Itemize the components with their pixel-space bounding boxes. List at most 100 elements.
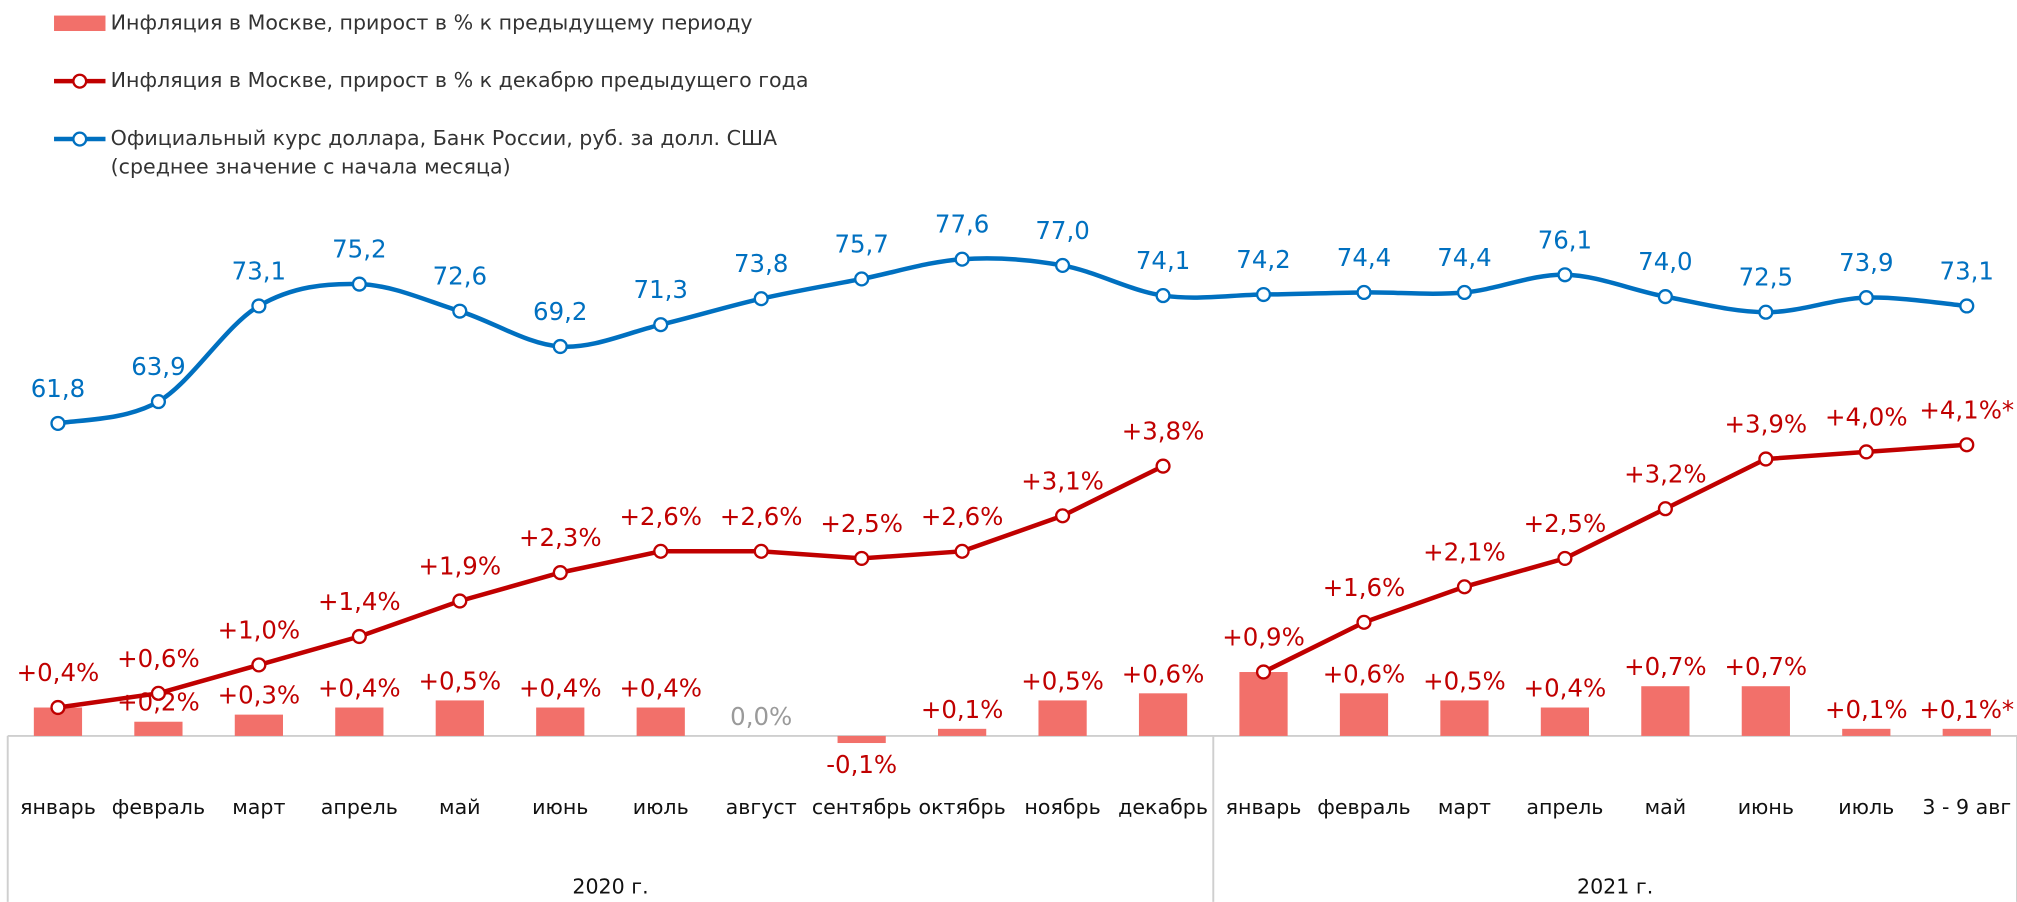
line (57, 256, 1967, 426)
bar-value-label: +0,6% (1323, 659, 1406, 688)
marker (954, 251, 970, 267)
x-tick-label: ноябрь (1024, 795, 1100, 819)
line-value-label: +2,6% (619, 502, 702, 531)
line-value-label: +1,9% (419, 552, 502, 581)
marker (1959, 437, 1975, 453)
marker (351, 276, 367, 292)
legend-swatch (54, 15, 106, 32)
marker (1858, 290, 1874, 306)
line-value-label: 73,1 (232, 257, 286, 286)
legend-label-line: (среднее значение с начала месяца) (111, 154, 511, 178)
bar (1038, 700, 1087, 736)
line-value-label: +0,6% (117, 644, 200, 673)
line-value-label: 76,1 (1538, 225, 1592, 254)
bar-value-label: +0,4% (519, 674, 602, 703)
x-tick-label: декабрь (1118, 795, 1208, 819)
marker (653, 543, 669, 559)
line-value-label: 74,2 (1236, 245, 1290, 274)
bar-value-label: +0,4% (318, 674, 401, 703)
marker (251, 657, 267, 673)
x-tick-label: август (726, 795, 797, 819)
marker (1959, 298, 1975, 314)
x-tick-label: апрель (1526, 795, 1603, 819)
bar (1641, 686, 1690, 736)
marker (1657, 501, 1673, 517)
x-tick-label: май (439, 795, 481, 819)
marker (1657, 289, 1673, 305)
marker (1858, 444, 1874, 460)
bar-value-label: +0,4% (619, 674, 702, 703)
marker (854, 271, 870, 287)
marker (1055, 257, 1071, 274)
x-tick-label: февраль (112, 795, 205, 819)
line-value-label: +3,8% (1122, 417, 1205, 446)
bar (1138, 693, 1188, 736)
bar (1239, 672, 1288, 736)
marker (1758, 304, 1774, 320)
line-value-label: 77,0 (1035, 216, 1089, 245)
bar (1942, 728, 1991, 736)
bar-value-label: +0,5% (1021, 666, 1104, 695)
line-value-label: +2,1% (1423, 537, 1506, 566)
legend-swatch (72, 73, 88, 89)
line-value-label: +0,9% (1222, 623, 1305, 652)
marker (854, 550, 870, 566)
marker (50, 699, 66, 716)
legend-label: Официальный курс доллара, Банк России, р… (111, 126, 777, 178)
line-value-label: +3,9% (1725, 410, 1808, 439)
line-value-label: 73,1 (1940, 257, 1994, 286)
marker (753, 543, 769, 559)
x-tick-label: февраль (1317, 795, 1410, 819)
marker (150, 685, 167, 701)
line-value-label: 77,6 (935, 210, 989, 239)
line-value-label: +2,5% (1524, 509, 1607, 538)
line-value-label: 72,5 (1739, 263, 1793, 292)
marker (954, 543, 970, 559)
line-value-label: +2,3% (519, 523, 602, 552)
marker (1055, 508, 1071, 524)
bar-value-label: +0,7% (1725, 652, 1808, 681)
x-tick-label: 3 - 9 авг (1922, 795, 2011, 819)
line-value-label: 75,7 (834, 229, 888, 258)
line-value-label: 75,2 (332, 235, 386, 264)
bar (938, 728, 987, 736)
line-value-label: +1,4% (318, 587, 401, 616)
line-value-label: +2,6% (921, 502, 1004, 531)
x-tick-label: октябрь (918, 795, 1005, 819)
bar (134, 721, 183, 736)
marker (653, 317, 669, 333)
bar (1339, 693, 1389, 736)
line-value-label: +2,6% (720, 502, 803, 531)
line (57, 464, 1165, 710)
x-tick-label: январь (20, 795, 96, 819)
x-tick-label: июнь (1738, 795, 1794, 819)
line-value-label: 72,6 (433, 262, 487, 291)
bar (1540, 707, 1590, 736)
legend-label-line: Официальный курс доллара, Банк России, р… (111, 126, 777, 150)
line-value-label: 73,8 (734, 249, 788, 278)
line-value-label: 74,0 (1638, 247, 1692, 276)
x-tick-label: июнь (532, 795, 588, 819)
bar (335, 707, 384, 736)
marker (1255, 664, 1272, 680)
bar (837, 735, 886, 744)
line (1262, 442, 1967, 675)
line-value-label: +2,5% (820, 509, 903, 538)
x-tick-label: март (232, 795, 285, 819)
line-value-label: 63,9 (131, 352, 185, 381)
line-value-label: +0,4% (17, 658, 100, 687)
marker (1456, 579, 1473, 595)
bar-value-label: +0,1% (1825, 695, 1908, 724)
bar (1741, 686, 1790, 736)
line-value-label: 74,1 (1136, 246, 1190, 275)
bar-value-label: +0,1% (921, 695, 1004, 724)
line-value-label: 69,2 (533, 297, 587, 326)
x-tick-label: апрель (321, 795, 398, 819)
marker (1456, 284, 1473, 301)
group-label: 2021 г. (1577, 875, 1653, 899)
line-value-label: 61,8 (31, 374, 85, 403)
legend-label: Инфляция в Москве, прирост в % к предыду… (111, 10, 753, 34)
line-value-label: 71,3 (634, 275, 688, 304)
bar (536, 707, 585, 736)
bar-value-label: 0,0% (730, 702, 792, 731)
